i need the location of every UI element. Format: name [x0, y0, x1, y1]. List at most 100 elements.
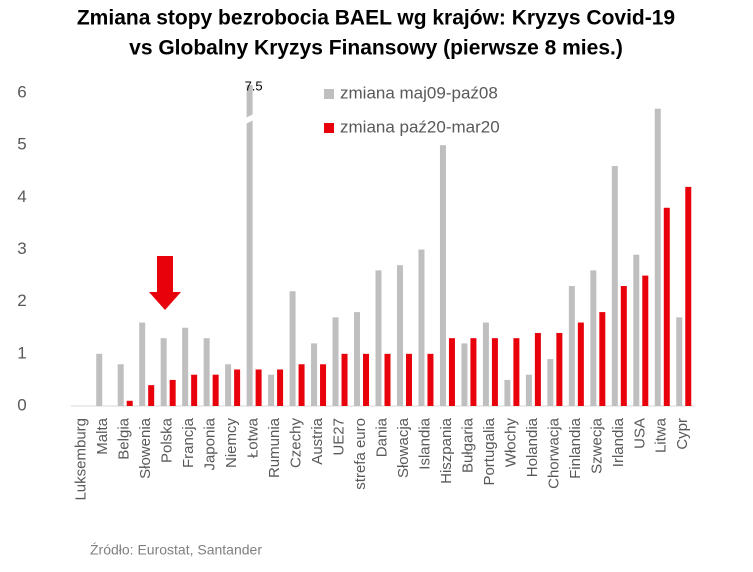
bar — [482, 322, 489, 406]
bar — [534, 332, 541, 406]
bar — [418, 249, 425, 406]
bar — [384, 353, 391, 406]
bar — [577, 322, 584, 406]
x-tick-label: Niemcy — [223, 418, 240, 469]
y-tick-label: 2 — [17, 291, 26, 310]
x-tick-label: Belgia — [116, 417, 133, 459]
x-tick-label: USA — [631, 418, 648, 449]
x-tick-label: Japonia — [202, 417, 219, 470]
bar — [491, 338, 498, 406]
x-tick-label: Malta — [94, 417, 111, 454]
x-tick-label: Hiszpania — [438, 417, 455, 484]
bar — [212, 374, 219, 406]
bar — [298, 364, 305, 406]
bar — [363, 353, 370, 406]
x-tick-label: strefa euro — [352, 418, 369, 490]
bar — [654, 108, 661, 407]
bar — [182, 327, 189, 406]
x-tick-label: Szwecja — [588, 417, 605, 474]
x-tick-label: Austria — [309, 417, 326, 464]
legend-label: zmiana maj09-paź08 — [340, 83, 498, 102]
bar — [676, 317, 683, 406]
x-tick-label: Polska — [159, 417, 176, 463]
bar — [96, 353, 103, 406]
bar — [191, 374, 198, 406]
bar — [203, 338, 210, 406]
legend-label: zmiana paź20-mar20 — [340, 117, 500, 136]
y-tick-label: 0 — [17, 395, 26, 414]
bar — [547, 359, 554, 406]
bar — [470, 338, 477, 406]
bar — [139, 322, 146, 406]
bar — [599, 312, 606, 406]
bar — [568, 286, 575, 406]
bar — [525, 374, 532, 406]
bar — [268, 374, 275, 406]
bar — [396, 265, 403, 406]
x-tick-label: Portugalia — [481, 417, 498, 485]
x-tick-label: Holandia — [524, 417, 541, 477]
bar — [160, 338, 167, 406]
bar — [277, 369, 284, 406]
x-tick-label: Włochy — [502, 418, 519, 468]
x-tick-label: Chorwacja — [545, 417, 562, 489]
x-tick-label: Rumunia — [266, 417, 283, 478]
x-tick-label: Słowacja — [395, 417, 412, 478]
y-tick-label: 4 — [17, 187, 26, 206]
y-tick-label: 5 — [17, 135, 26, 154]
x-tick-label: Czechy — [288, 418, 305, 469]
x-tick-label: Finlandia — [567, 417, 584, 479]
bar — [148, 385, 155, 406]
legend-swatch — [324, 89, 334, 99]
bar — [375, 270, 382, 406]
bar — [439, 145, 446, 406]
y-tick-label: 1 — [17, 343, 26, 362]
bar — [633, 254, 640, 406]
bar — [556, 332, 563, 406]
highlight-arrow — [149, 256, 181, 310]
bar — [341, 353, 348, 406]
x-tick-label: Cypr — [674, 418, 691, 450]
bar — [332, 317, 339, 406]
bar — [117, 364, 124, 406]
x-tick-label: Francja — [180, 417, 197, 468]
x-tick-label: Luksemburg — [73, 418, 90, 501]
x-tick-label: Islandia — [416, 417, 433, 469]
bar — [513, 338, 520, 406]
bar — [461, 343, 468, 406]
bar — [225, 364, 232, 406]
x-tick-label: Dania — [373, 417, 390, 457]
bar — [685, 186, 692, 406]
data-label: 7.5 — [245, 78, 263, 93]
bar — [663, 207, 670, 406]
chart-title: Zmiana stopy bezrobocia BAEL wg krajów: … — [77, 7, 675, 30]
x-tick-label: Irlandia — [610, 417, 627, 467]
y-tick-label: 3 — [17, 239, 26, 258]
bar — [642, 275, 649, 406]
x-tick-label: Litwa — [653, 417, 670, 453]
bar — [590, 270, 597, 406]
bar — [611, 166, 618, 406]
bar — [169, 379, 176, 406]
legend-swatch — [324, 123, 334, 133]
source-note: Źródło: Eurostat, Santander — [90, 542, 262, 558]
bar — [504, 379, 511, 406]
bar — [620, 286, 627, 406]
x-tick-label: Słowenia — [137, 417, 154, 479]
bar — [427, 353, 434, 406]
x-tick-label: Bułgaria — [459, 417, 476, 473]
bar — [126, 400, 133, 406]
bar — [289, 291, 296, 406]
bar — [448, 338, 455, 406]
chart-title: vs Globalny Kryzys Finansowy (pierwsze 8… — [129, 37, 623, 60]
bar — [354, 312, 361, 406]
x-tick-label: UE27 — [331, 418, 348, 456]
bar — [320, 364, 327, 406]
bar — [255, 369, 262, 406]
bar — [234, 369, 241, 406]
bar — [405, 353, 412, 406]
bar — [311, 343, 318, 406]
y-tick-label: 6 — [17, 82, 26, 101]
axis-break — [243, 113, 256, 125]
